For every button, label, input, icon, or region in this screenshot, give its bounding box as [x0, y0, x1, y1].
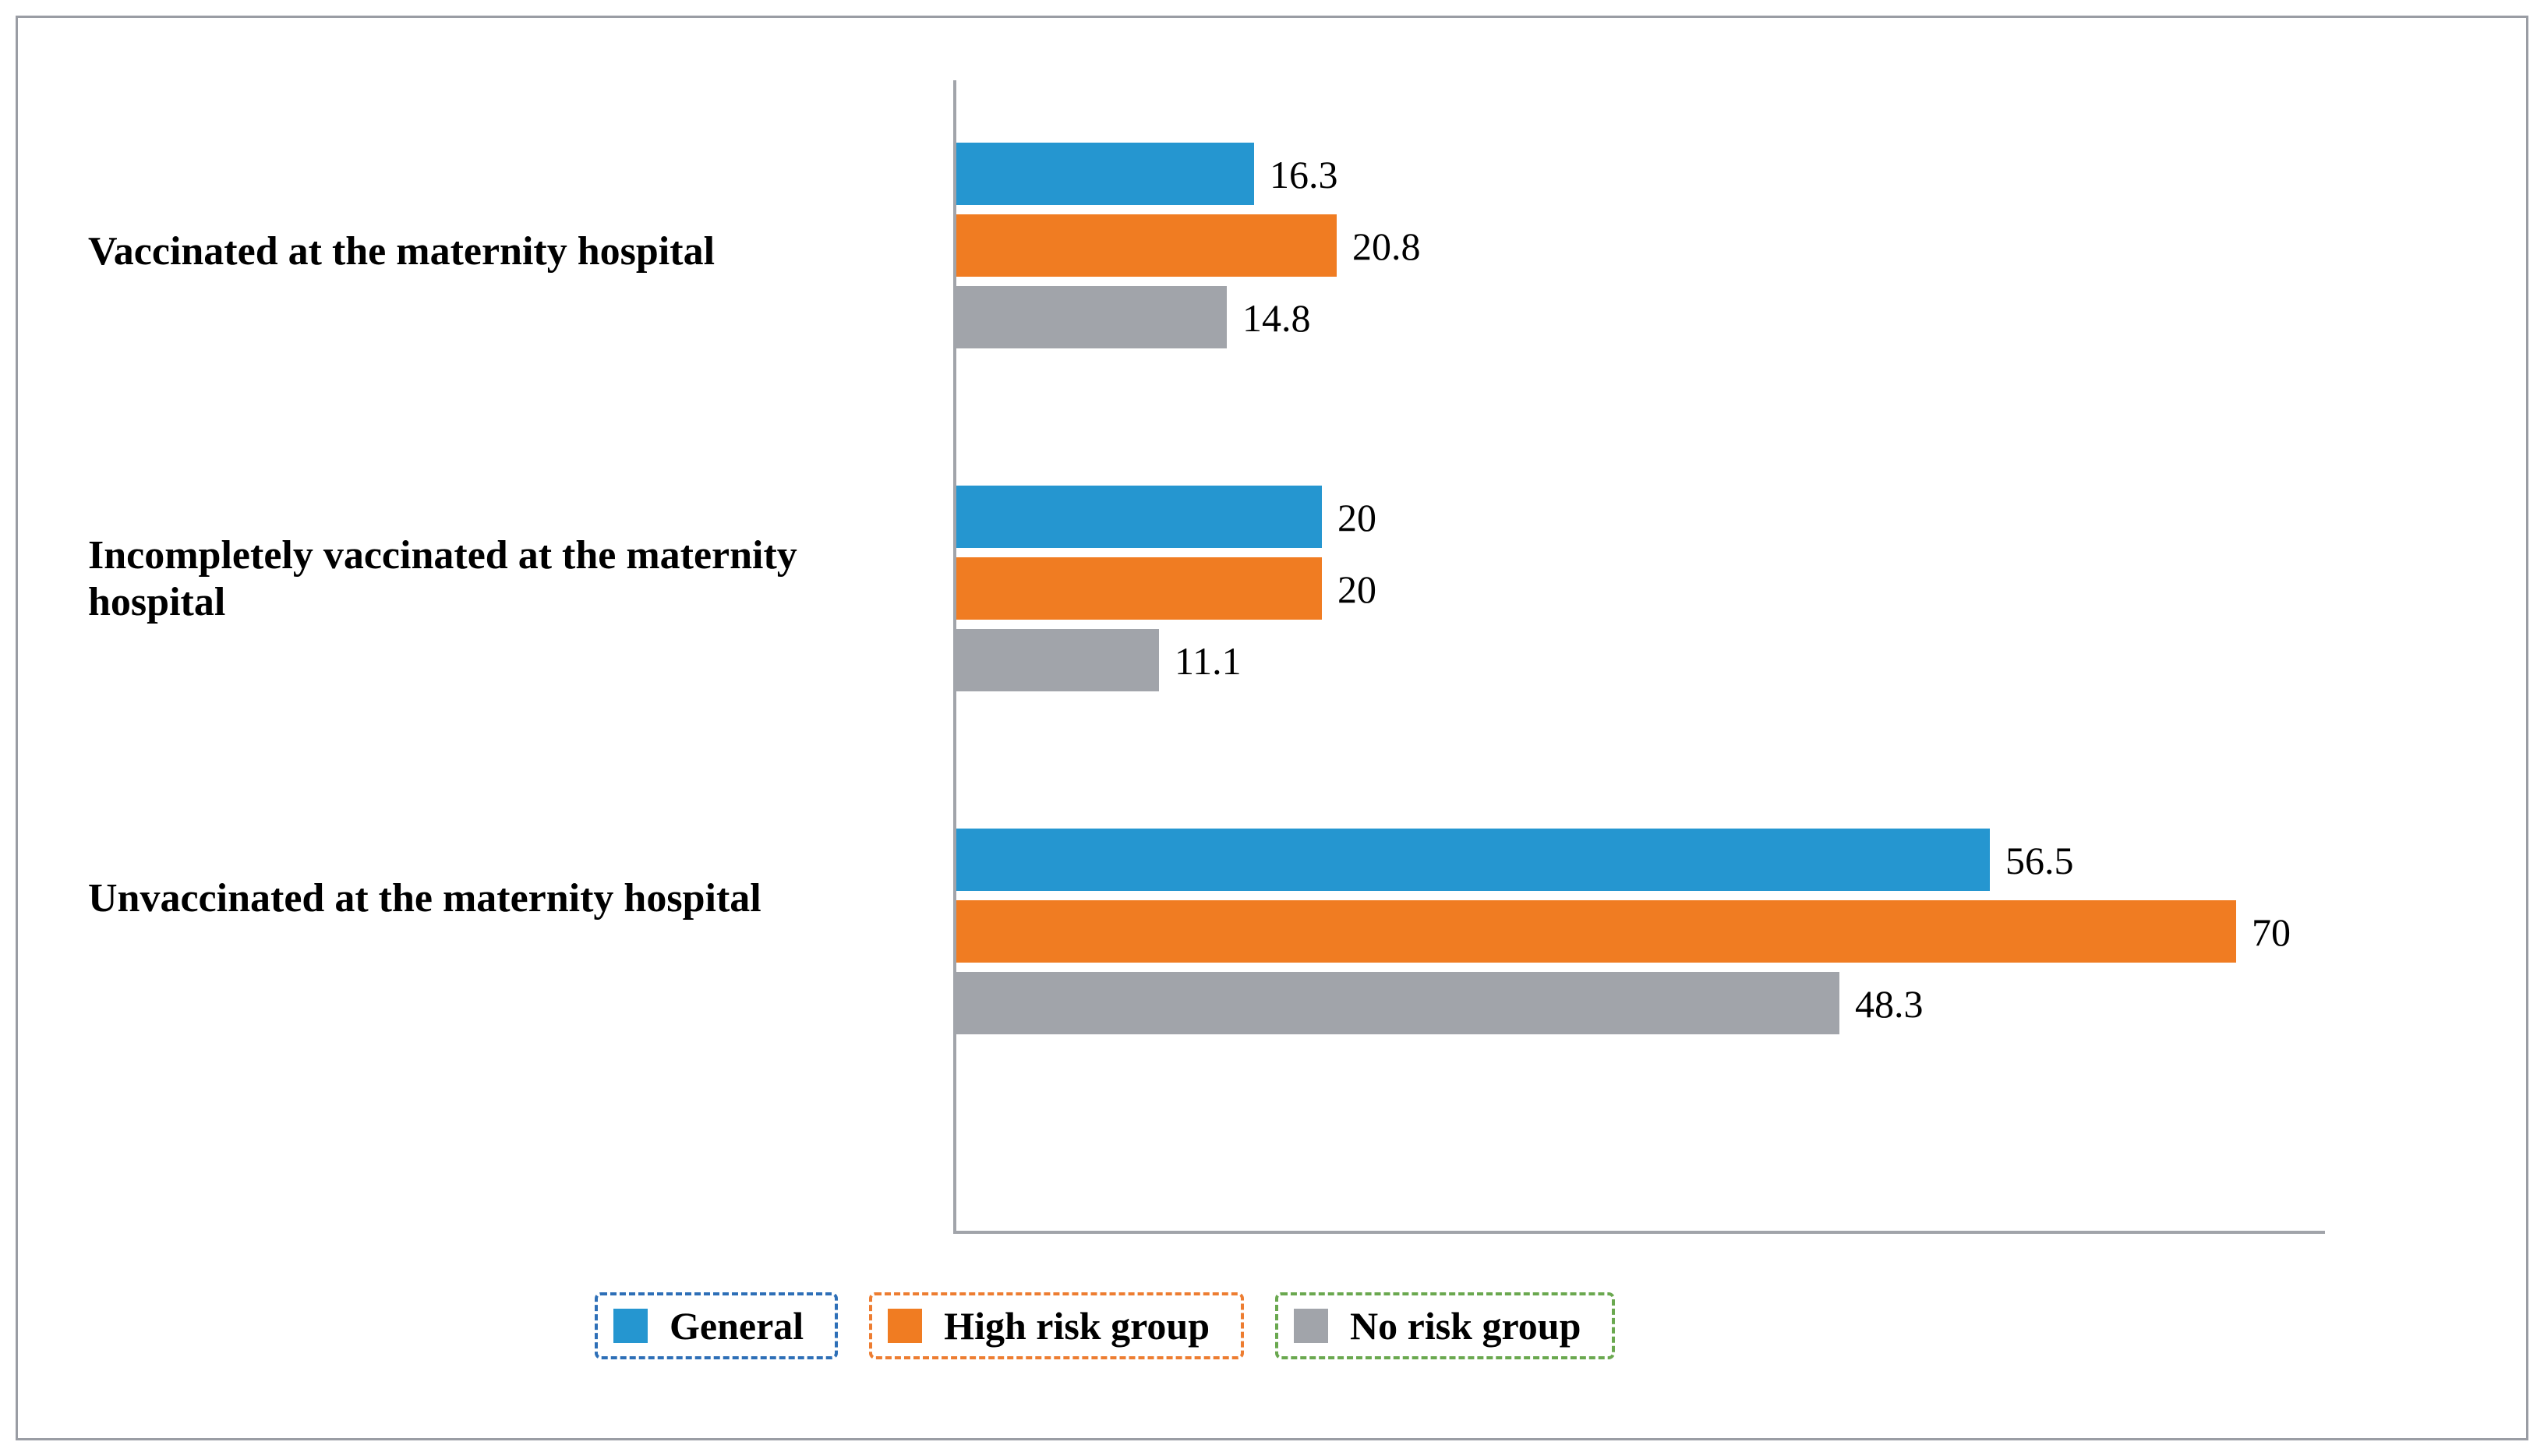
bar-label-g0-s0: 16.3	[1270, 152, 1338, 197]
bar-label-g0-s1: 20.8	[1352, 224, 1421, 269]
legend-label-norisk: No risk group	[1350, 1303, 1581, 1348]
legend-swatch-highrisk	[888, 1309, 922, 1343]
legend-swatch-general	[613, 1309, 648, 1343]
category-label-2: Unvaccinated at the maternity hospital	[88, 875, 914, 922]
bar-label-g2-s1: 70	[2252, 910, 2291, 955]
bar-g2-s0	[956, 829, 1990, 891]
bar-g0-s1	[956, 214, 1337, 277]
bar-g0-s0	[956, 143, 1254, 205]
bar-label-g1-s2: 11.1	[1175, 638, 1242, 684]
plot-area: 16.3 20.8 14.8 20 20 11.1 56.5 70 48.3	[953, 104, 2325, 1218]
legend-swatch-norisk	[1294, 1309, 1328, 1343]
category-label-0: Vaccinated at the maternity hospital	[88, 228, 914, 275]
legend-item-general: General	[595, 1292, 838, 1359]
bar-label-g0-s2: 14.8	[1242, 295, 1311, 341]
bar-label-g1-s0: 20	[1337, 495, 1376, 540]
legend: General High risk group No risk group	[595, 1292, 1646, 1359]
category-label-1: Incompletely vaccinated at the maternity…	[88, 532, 914, 626]
bar-g1-s2	[956, 629, 1159, 691]
bar-g1-s1	[956, 557, 1322, 620]
bar-g2-s2	[956, 972, 1839, 1034]
bar-label-g2-s2: 48.3	[1855, 981, 1924, 1027]
bar-g2-s1	[956, 900, 2236, 963]
bar-label-g1-s1: 20	[1337, 567, 1376, 612]
legend-item-highrisk: High risk group	[869, 1292, 1244, 1359]
legend-label-highrisk: High risk group	[944, 1303, 1210, 1348]
legend-label-general: General	[670, 1303, 804, 1348]
legend-item-norisk: No risk group	[1275, 1292, 1615, 1359]
bar-label-g2-s0: 56.5	[2005, 838, 2074, 883]
bar-g0-s2	[956, 286, 1227, 348]
x-axis	[953, 1231, 2325, 1234]
bar-g1-s0	[956, 486, 1322, 548]
chart-frame: Vaccinated at the maternity hospital Inc…	[16, 16, 2528, 1440]
